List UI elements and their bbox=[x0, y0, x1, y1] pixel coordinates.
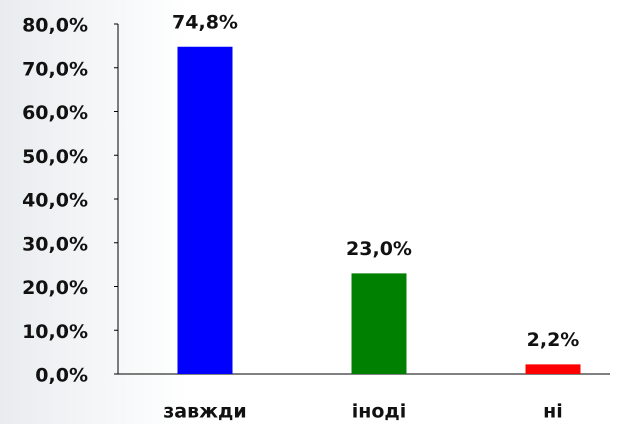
y-tick-label: 30,0% bbox=[22, 233, 88, 255]
x-tick-label: завжди bbox=[163, 401, 246, 423]
y-tick-label: 70,0% bbox=[22, 58, 88, 80]
x-tick-label: ні bbox=[543, 401, 563, 423]
y-tick-label: 80,0% bbox=[22, 15, 88, 37]
bar bbox=[351, 273, 407, 374]
data-label: 74,8% bbox=[172, 11, 238, 33]
bar bbox=[177, 46, 233, 374]
y-tick-label: 60,0% bbox=[22, 102, 88, 124]
bar bbox=[525, 364, 581, 374]
y-tick-label: 0,0% bbox=[35, 365, 88, 387]
y-tick-label: 40,0% bbox=[22, 190, 88, 212]
y-tick-label: 20,0% bbox=[22, 277, 88, 299]
data-label: 2,2% bbox=[527, 329, 580, 351]
data-label: 23,0% bbox=[346, 238, 412, 260]
y-tick-label: 10,0% bbox=[22, 321, 88, 343]
y-tick-label: 50,0% bbox=[22, 146, 88, 168]
x-tick-label: іноді bbox=[352, 401, 407, 423]
